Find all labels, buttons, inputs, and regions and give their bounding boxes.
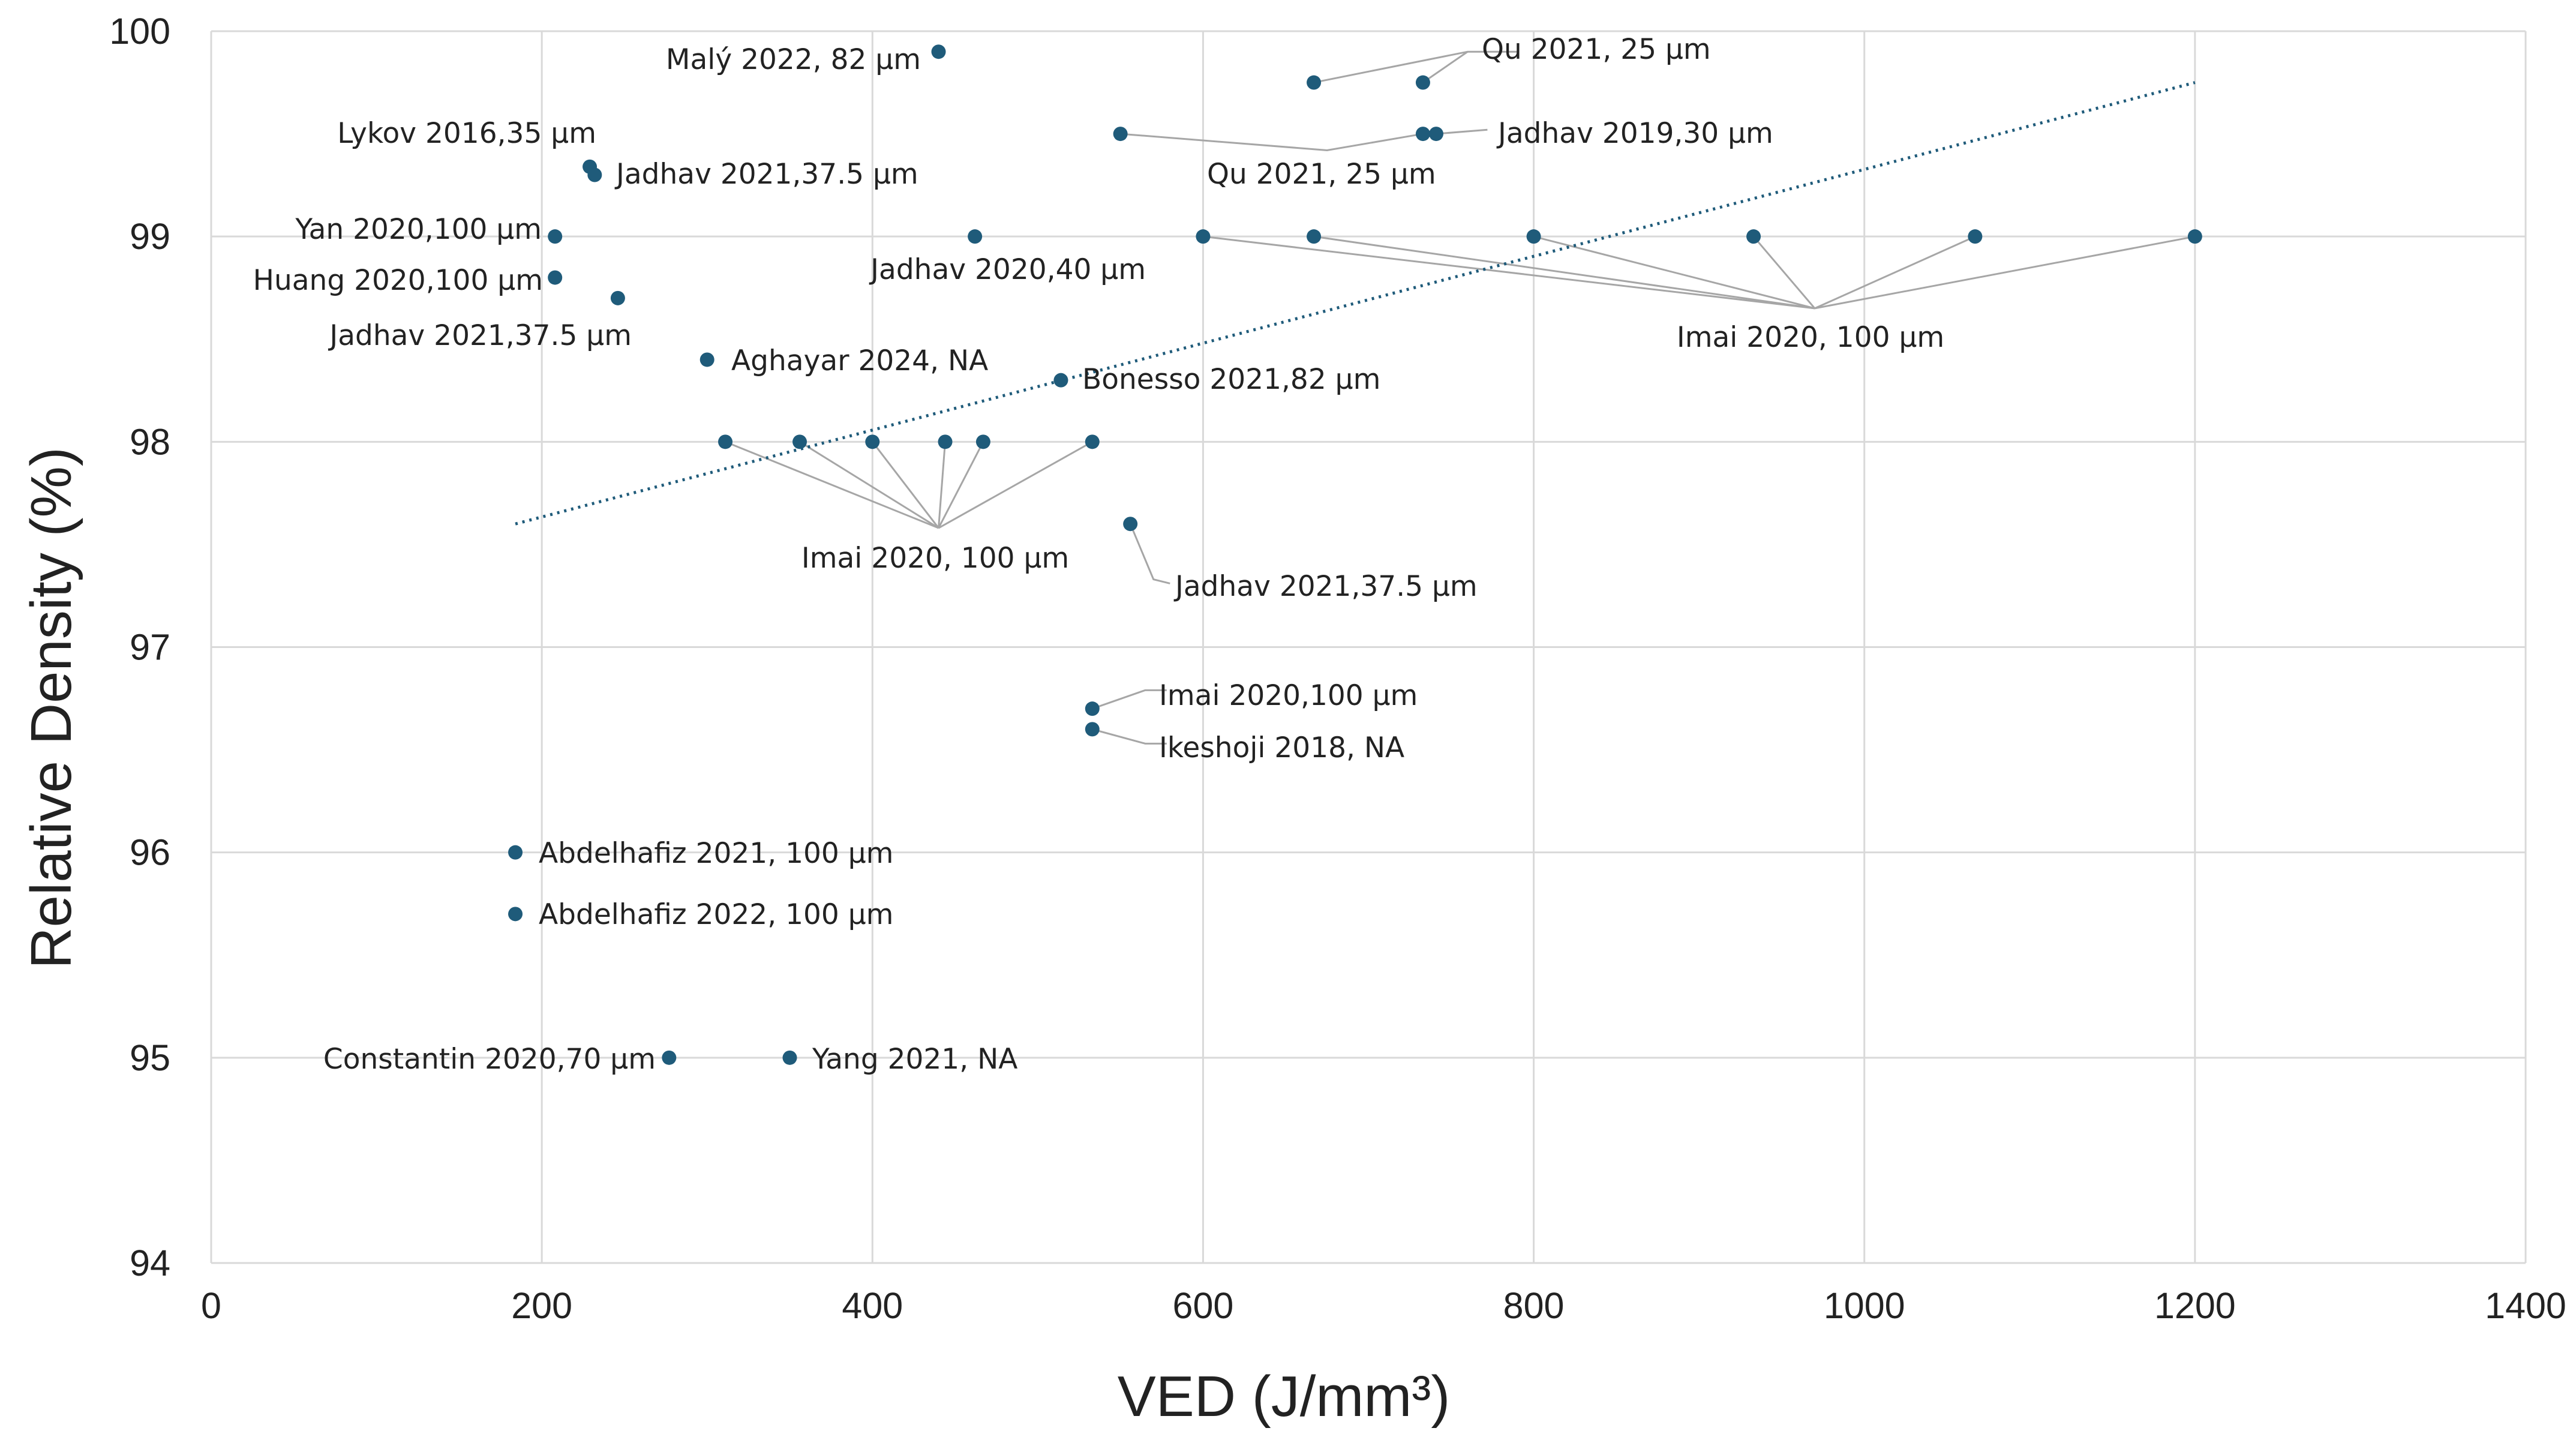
x-tick-label: 200 — [511, 1285, 572, 1326]
data-point — [587, 167, 602, 182]
leader-line — [1092, 689, 1167, 710]
y-tick-label: 95 — [130, 1037, 170, 1078]
data-point — [1307, 229, 1322, 244]
data-point — [1053, 373, 1068, 388]
point-label: Qu 2021, 25 μm — [1207, 158, 1436, 191]
point-label: Imai 2020,100 μm — [1159, 679, 1418, 712]
leader-line — [1092, 728, 1167, 745]
leader-line — [1203, 235, 1815, 310]
data-point — [968, 229, 983, 244]
y-axis-title: Relative Density (%) — [19, 447, 83, 969]
leader-line — [1129, 523, 1170, 584]
leader-line — [1814, 235, 2196, 310]
data-point — [1307, 75, 1322, 90]
data-point — [1196, 229, 1211, 244]
y-tick-label: 99 — [130, 216, 170, 257]
leader-line — [799, 441, 939, 529]
x-tick-label: 1400 — [2485, 1285, 2566, 1326]
y-tick-label: 96 — [130, 832, 170, 873]
point-label: Jadhav 2020,40 μm — [869, 253, 1146, 286]
data-point — [1123, 517, 1138, 532]
gridlines — [210, 30, 2527, 1264]
point-label: Lykov 2016,35 μm — [337, 117, 596, 150]
leader-line — [938, 441, 984, 529]
data-point — [508, 907, 523, 922]
leader-line — [725, 440, 939, 529]
data-point — [1746, 229, 1761, 244]
data-point — [1085, 722, 1100, 737]
data-point — [1415, 75, 1430, 90]
point-label: Yan 2020,100 μm — [295, 213, 542, 246]
point-label: Imai 2020, 100 μm — [1677, 321, 1944, 354]
trendline — [515, 81, 2196, 526]
x-tick-label: 1000 — [1824, 1285, 1905, 1326]
data-point — [792, 434, 807, 449]
data-point — [975, 434, 990, 449]
data-points — [508, 44, 2202, 1065]
data-point — [938, 434, 953, 449]
point-label: Jadhav 2021,37.5 μm — [328, 319, 632, 352]
leader-line — [872, 441, 939, 529]
leader-line — [1814, 235, 1975, 310]
leader-line — [1422, 50, 1469, 83]
x-tick-label: 1200 — [2154, 1285, 2236, 1326]
point-label: Imai 2020, 100 μm — [801, 542, 1069, 575]
data-point — [1085, 434, 1100, 449]
data-point — [548, 270, 563, 285]
data-point — [699, 352, 714, 367]
point-label: Ikeshoji 2018, NA — [1159, 731, 1404, 764]
y-tick-label: 98 — [130, 421, 170, 462]
leader-line — [938, 441, 1093, 529]
x-tick-label: 400 — [842, 1285, 903, 1326]
data-point — [610, 290, 625, 305]
data-point — [1968, 229, 1983, 244]
y-tick-label: 100 — [109, 11, 170, 52]
data-point — [2187, 229, 2202, 244]
data-point — [718, 434, 733, 449]
leader-line — [938, 442, 947, 529]
data-point — [1526, 229, 1541, 244]
point-label: Aghayar 2024, NA — [731, 344, 988, 377]
data-point — [1113, 127, 1128, 142]
point-label: Jadhav 2021,37.5 μm — [1173, 570, 1478, 603]
x-tick-label: 0 — [201, 1285, 221, 1326]
leader-line — [1436, 128, 1488, 135]
point-label: Malý 2022, 82 μm — [666, 43, 921, 76]
point-label: Abdelhafiz 2022, 100 μm — [539, 898, 893, 931]
x-tick-label: 800 — [1503, 1285, 1565, 1326]
trendline-layer — [515, 81, 2196, 526]
point-label: Yang 2021, NA — [812, 1043, 1017, 1076]
point-label: Abdelhafiz 2021, 100 μm — [539, 837, 893, 870]
data-point — [931, 44, 946, 59]
y-tick-label: 97 — [130, 627, 170, 668]
point-label: Bonesso 2021,82 μm — [1082, 363, 1380, 396]
point-label: Huang 2020,100 μm — [253, 264, 543, 297]
leader-line — [1313, 235, 1815, 310]
leader-lines — [725, 50, 2196, 745]
data-point — [865, 434, 880, 449]
x-tick-label: 600 — [1173, 1285, 1234, 1326]
point-label: Constantin 2020,70 μm — [323, 1043, 656, 1076]
data-point — [1428, 127, 1443, 142]
data-point — [1085, 701, 1100, 716]
data-point — [548, 229, 563, 244]
y-tick-label: 94 — [130, 1243, 170, 1283]
leader-line — [1752, 236, 1816, 309]
data-point — [782, 1050, 797, 1065]
data-point — [508, 845, 523, 860]
point-label: Jadhav 2019,30 μm — [1496, 117, 1773, 150]
data-point — [1415, 127, 1430, 142]
point-label: Jadhav 2021,37.5 μm — [614, 158, 918, 191]
data-point — [662, 1050, 677, 1065]
leader-line — [1533, 235, 1815, 310]
point-labels: Malý 2022, 82 μm Qu 2021, 25 μm Jadhav 201… — [253, 33, 1945, 1076]
point-label: Qu 2021, 25 μm — [1482, 33, 1711, 66]
x-axis-title: VED (J/mm³) — [1118, 1364, 1451, 1429]
leader-line — [1120, 133, 1424, 151]
